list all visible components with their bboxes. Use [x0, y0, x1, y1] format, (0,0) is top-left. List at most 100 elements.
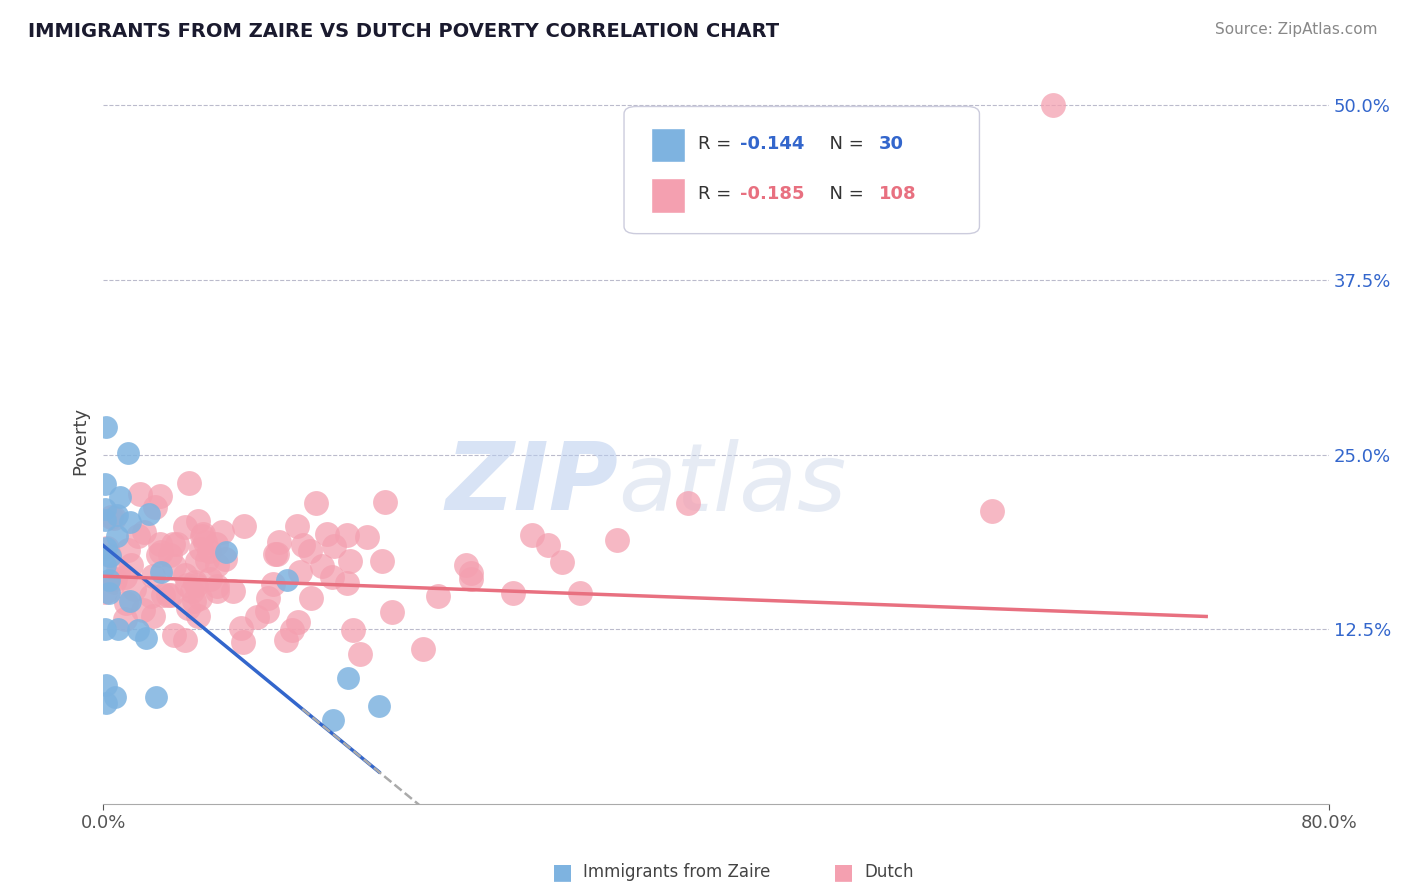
Point: [374, 495, 396, 509]
Point: [356, 530, 378, 544]
Point: [349, 647, 371, 661]
Point: [173, 633, 195, 648]
Point: [143, 500, 166, 514]
Point: [149, 537, 172, 551]
Point: [156, 588, 179, 602]
Point: [103, 575, 125, 590]
Text: -0.185: -0.185: [741, 186, 806, 203]
Point: [232, 519, 254, 533]
Point: [264, 547, 287, 561]
Point: [281, 623, 304, 637]
Point: [134, 524, 156, 539]
Point: [105, 528, 128, 542]
Point: [262, 577, 284, 591]
Text: N =: N =: [818, 135, 869, 153]
Point: [287, 615, 309, 630]
Point: [188, 591, 211, 605]
Point: [105, 508, 128, 522]
Point: [98, 548, 121, 562]
Y-axis label: Poverty: Poverty: [72, 407, 89, 475]
Point: [198, 543, 221, 558]
Point: [381, 605, 404, 619]
Point: [269, 534, 291, 549]
Point: [222, 583, 245, 598]
Point: [100, 510, 122, 524]
Point: [110, 490, 132, 504]
Bar: [651, 128, 685, 162]
Point: [166, 537, 188, 551]
Point: [180, 583, 202, 598]
Point: [502, 586, 524, 600]
Point: [93, 477, 115, 491]
Point: [104, 690, 127, 704]
Point: [145, 690, 167, 705]
Bar: [651, 178, 685, 213]
Point: [120, 558, 142, 572]
Point: [215, 545, 238, 559]
Point: [337, 671, 360, 685]
Point: [184, 578, 207, 592]
Point: [256, 604, 278, 618]
Point: [980, 503, 1002, 517]
Point: [114, 596, 136, 610]
Point: [114, 612, 136, 626]
Text: ■: ■: [834, 863, 853, 882]
Point: [159, 588, 181, 602]
Point: [551, 556, 574, 570]
Text: Immigrants from Zaire: Immigrants from Zaire: [583, 863, 770, 881]
Point: [336, 576, 359, 591]
Point: [187, 514, 209, 528]
Point: [316, 527, 339, 541]
Point: [127, 529, 149, 543]
Point: [285, 518, 308, 533]
Point: [520, 528, 543, 542]
Text: IMMIGRANTS FROM ZAIRE VS DUTCH POVERTY CORRELATION CHART: IMMIGRANTS FROM ZAIRE VS DUTCH POVERTY C…: [28, 22, 779, 41]
Point: [93, 558, 115, 572]
Point: [94, 514, 117, 528]
Point: [426, 590, 449, 604]
Text: ■: ■: [553, 863, 572, 882]
Point: [568, 586, 591, 600]
Point: [187, 609, 209, 624]
Point: [371, 553, 394, 567]
Point: [93, 622, 115, 636]
Point: [174, 519, 197, 533]
Point: [96, 541, 118, 555]
Text: Source: ZipAtlas.com: Source: ZipAtlas.com: [1215, 22, 1378, 37]
Point: [149, 544, 172, 558]
Point: [454, 558, 477, 572]
Point: [117, 543, 139, 558]
Text: N =: N =: [818, 186, 869, 203]
Text: 108: 108: [879, 186, 917, 203]
Point: [122, 582, 145, 596]
Point: [94, 696, 117, 710]
Text: ZIP: ZIP: [446, 438, 617, 531]
FancyBboxPatch shape: [624, 106, 980, 234]
Point: [163, 559, 186, 574]
Point: [191, 529, 214, 543]
Point: [321, 570, 343, 584]
Text: -0.144: -0.144: [741, 135, 804, 153]
Point: [146, 548, 169, 562]
Point: [184, 575, 207, 590]
Point: [342, 623, 364, 637]
Point: [159, 548, 181, 562]
Point: [162, 537, 184, 551]
Point: [118, 516, 141, 530]
Point: [176, 578, 198, 592]
Point: [266, 547, 288, 561]
Point: [299, 544, 322, 558]
Point: [186, 554, 208, 568]
Point: [183, 594, 205, 608]
Text: R =: R =: [697, 186, 737, 203]
Point: [96, 678, 118, 692]
Point: [232, 635, 254, 649]
Point: [177, 476, 200, 491]
Point: [205, 584, 228, 599]
Point: [205, 558, 228, 573]
Text: 30: 30: [879, 135, 904, 153]
Point: [336, 528, 359, 542]
Point: [174, 567, 197, 582]
Point: [198, 572, 221, 586]
Point: [291, 539, 314, 553]
